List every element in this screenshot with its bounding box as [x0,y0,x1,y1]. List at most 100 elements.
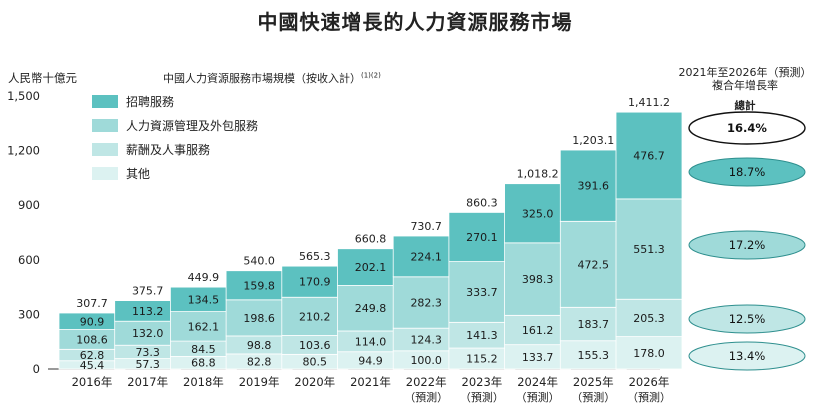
x-tick-label: 2016年 [72,375,113,389]
data-label: 162.1 [188,320,220,333]
cagr-value-total: 16.4% [727,121,767,135]
data-label: 115.2 [466,353,498,366]
bar-segment [392,276,460,329]
x-tick-note: （預測） [460,390,504,404]
x-tick-label: 2021年 [350,375,391,389]
x-tick-label: 2026年 [629,375,670,389]
bar-segment [337,285,404,332]
total-label: 565.3 [299,250,331,263]
data-label: 205.3 [633,312,665,325]
y-tick-label: 1,500 [7,89,40,103]
cagr-value-payroll-personnel: 12.5% [729,312,766,326]
total-label: 660.8 [355,233,387,246]
y-axis-label: 人民幣十億元 [8,71,77,85]
data-label: 224.1 [410,250,442,263]
data-label: 198.6 [243,312,275,325]
data-label: 114.0 [355,335,387,348]
bar-segment [615,298,683,338]
data-label: 124.3 [410,333,442,346]
data-label: 551.3 [633,243,665,256]
total-label: 1,411.2 [628,96,670,109]
data-label: 161.2 [522,324,554,337]
data-label: 170.9 [299,276,331,289]
data-label: 90.9 [80,315,105,328]
data-label: 159.8 [243,279,275,292]
data-label: 141.3 [466,329,498,342]
cagr-value-hr-outsourcing: 17.2% [729,238,766,252]
x-tick-label: 2025年 [573,375,614,389]
bar-segment [504,242,572,316]
data-label: 108.6 [76,333,108,346]
total-label: 1,018.2 [517,168,559,181]
data-label: 202.1 [355,261,387,274]
data-label: 476.7 [633,150,665,163]
data-label: 98.8 [247,339,272,352]
legend-swatch [92,95,118,108]
cagr-value-recruitment: 18.7% [729,165,766,179]
bar-segment [504,314,572,346]
x-tick-label: 2017年 [127,375,168,389]
data-label: 472.5 [578,258,610,271]
data-label: 73.3 [135,346,160,359]
data-label: 45.4 [80,359,105,372]
data-label: 249.8 [355,302,387,315]
data-label: 133.7 [522,351,554,364]
data-label: 113.2 [132,305,164,318]
total-label: 375.7 [132,285,164,298]
data-label: 62.8 [80,349,105,362]
x-tick-label: 2019年 [239,375,280,389]
data-label: 270.1 [466,231,498,244]
cagr-header-title: 複合年增長率 [712,79,778,92]
x-tick-note: （預測） [571,390,615,404]
x-tick-label: 2020年 [294,375,335,389]
data-label: 333.7 [466,286,498,299]
x-tick-label: 2022年 [406,375,447,389]
cagr-ellipse-recruitment [688,157,806,187]
y-tick-label: 900 [18,198,40,212]
data-label: 82.8 [247,355,272,368]
data-label: 80.5 [303,356,328,369]
data-label: 132.0 [132,327,164,340]
legend-label: 薪酬及人事服務 [126,143,210,157]
chart-subtitle: 中國人力資源服務市場規模（按收入計）(1)(2) [163,70,381,86]
y-tick-label: 300 [18,307,40,321]
bar-segment [504,183,572,244]
legend-label: 其他 [126,167,150,181]
data-label: 325.0 [522,207,554,220]
x-tick-note: （預測） [627,390,671,404]
total-label: 1,203.1 [572,134,614,147]
legend-label: 招聘服務 [126,95,174,109]
data-label: 210.2 [299,310,331,323]
x-tick-label: 2024年 [517,375,558,389]
data-label: 155.3 [578,349,610,362]
bar-segment [448,261,516,323]
data-label: 183.7 [578,318,610,331]
y-tick-label: 1,200 [7,144,40,158]
bar-segment [615,111,683,200]
bar-segment [448,212,516,262]
total-label: 540.0 [243,255,275,268]
legend-swatch [92,143,118,156]
cagr-ellipse-hr-outsourcing [688,230,806,260]
total-label: 307.7 [76,297,108,310]
data-label: 94.9 [358,354,383,367]
x-tick-note: （預測） [516,390,560,404]
cagr-header: 2021年至2026年（預測） 複合年增長率 [660,66,830,92]
data-label: 282.3 [410,296,442,309]
bar-segment [504,344,572,370]
bar-segment [559,306,627,342]
y-tick-label: 600 [18,253,40,267]
chart-subtitle-text: 中國人力資源服務市場規模（按收入計） [163,72,361,85]
total-label: 730.7 [410,220,442,233]
bar-segment [281,265,349,298]
bar-segment [615,336,683,370]
cagr-total-label: 總計 [734,100,756,112]
data-label: 68.8 [191,357,216,370]
data-label: 391.6 [578,180,610,193]
data-label: 178.0 [633,347,665,360]
bar-segment [114,320,182,346]
data-label: 57.3 [135,358,160,371]
data-label: 134.5 [188,293,220,306]
cagr-value-others: 13.4% [729,349,766,363]
cagr-ellipse-total [688,111,806,145]
